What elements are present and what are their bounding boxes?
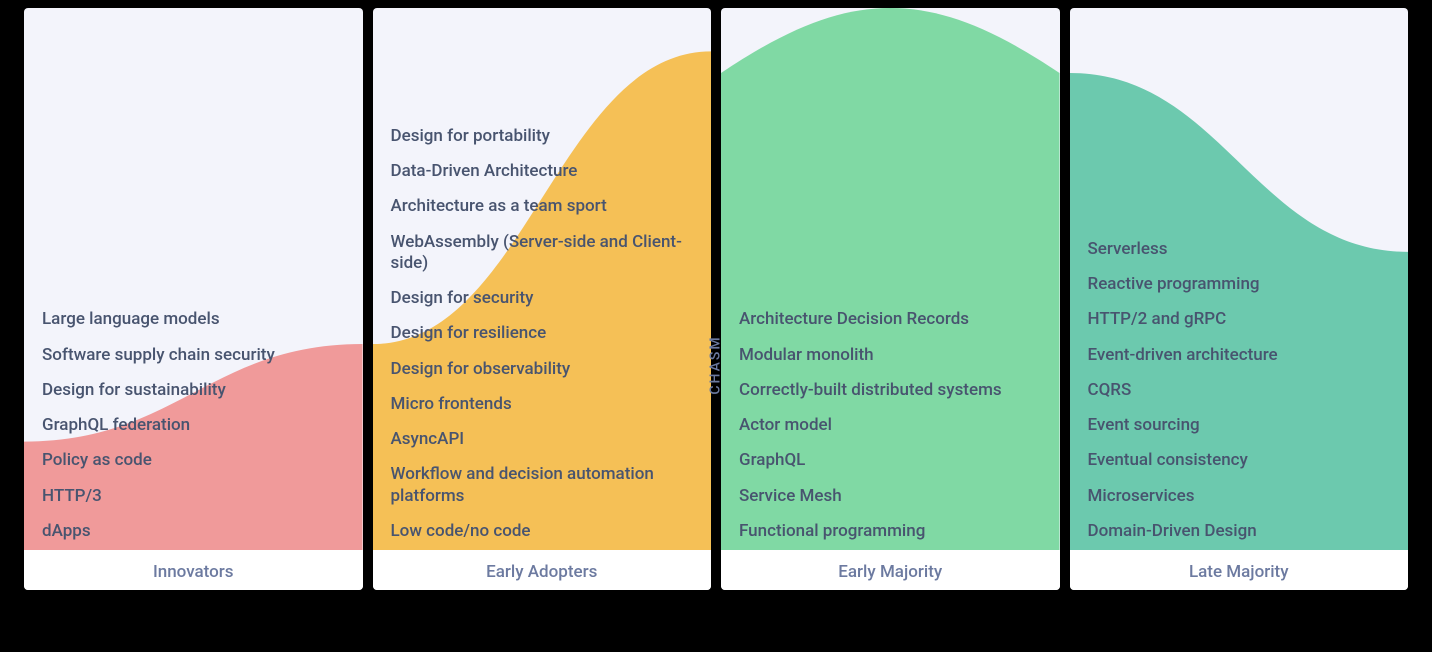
column-items: Design for portability Data-Driven Archit… bbox=[391, 126, 698, 542]
list-item: Domain-Driven Design bbox=[1088, 521, 1395, 542]
column-items: Architecture Decision Records Modular mon… bbox=[739, 309, 1046, 542]
column-late-majority: Serverless Reactive programming HTTP/2 and… bbox=[1070, 8, 1409, 590]
list-item: Event-driven architecture bbox=[1088, 345, 1395, 366]
list-item: Service Mesh bbox=[739, 486, 1046, 507]
list-item: Eventual consistency bbox=[1088, 450, 1395, 471]
list-item: Workflow and decision automation platfor… bbox=[391, 464, 698, 507]
list-item: dApps bbox=[42, 521, 349, 542]
column-label-late-majority: Late Majority bbox=[1070, 562, 1409, 582]
list-item: Design for portability bbox=[391, 126, 698, 147]
column-label-innovators: Innovators bbox=[24, 562, 363, 582]
column-items: Serverless Reactive programming HTTP/2 and… bbox=[1088, 239, 1395, 542]
list-item: Architecture as a team sport bbox=[391, 196, 698, 217]
list-item: Event sourcing bbox=[1088, 415, 1395, 436]
list-item: GraphQL bbox=[739, 450, 1046, 471]
column-label-early-adopters: Early Adopters bbox=[373, 562, 712, 582]
list-item: Reactive programming bbox=[1088, 274, 1395, 295]
list-item: CQRS bbox=[1088, 380, 1395, 401]
list-item: Low code/no code bbox=[391, 521, 698, 542]
list-item: Functional programming bbox=[739, 521, 1046, 542]
list-item: Design for observability bbox=[391, 359, 698, 380]
column-label-early-majority: Early Majority bbox=[721, 562, 1060, 582]
column-items: Large language models Software supply cha… bbox=[42, 309, 349, 542]
list-item: Serverless bbox=[1088, 239, 1395, 260]
adoption-curve-diagram: Large language models Software supply cha… bbox=[24, 8, 1408, 590]
list-item: Design for sustainability bbox=[42, 380, 349, 401]
list-item: Design for resilience bbox=[391, 323, 698, 344]
list-item: Large language models bbox=[42, 309, 349, 330]
list-item: AsyncAPI bbox=[391, 429, 698, 450]
column-innovators: Large language models Software supply cha… bbox=[24, 8, 363, 590]
column-early-majority: Architecture Decision Records Modular mon… bbox=[721, 8, 1060, 590]
list-item: Software supply chain security bbox=[42, 345, 349, 366]
list-item: HTTP/2 and gRPC bbox=[1088, 309, 1395, 330]
list-item: Architecture Decision Records bbox=[739, 309, 1046, 330]
list-item: WebAssembly (Server-side and Client-side… bbox=[391, 232, 698, 275]
chasm-label: CHASM bbox=[708, 336, 724, 395]
list-item: Correctly-built distributed systems bbox=[739, 380, 1046, 401]
list-item: Actor model bbox=[739, 415, 1046, 436]
list-item: HTTP/3 bbox=[42, 486, 349, 507]
list-item: GraphQL federation bbox=[42, 415, 349, 436]
list-item: Modular monolith bbox=[739, 345, 1046, 366]
list-item: Micro frontends bbox=[391, 394, 698, 415]
column-early-adopters: Design for portability Data-Driven Archit… bbox=[373, 8, 712, 590]
list-item: Policy as code bbox=[42, 450, 349, 471]
list-item: Data-Driven Architecture bbox=[391, 161, 698, 182]
list-item: Design for security bbox=[391, 288, 698, 309]
list-item: Microservices bbox=[1088, 486, 1395, 507]
